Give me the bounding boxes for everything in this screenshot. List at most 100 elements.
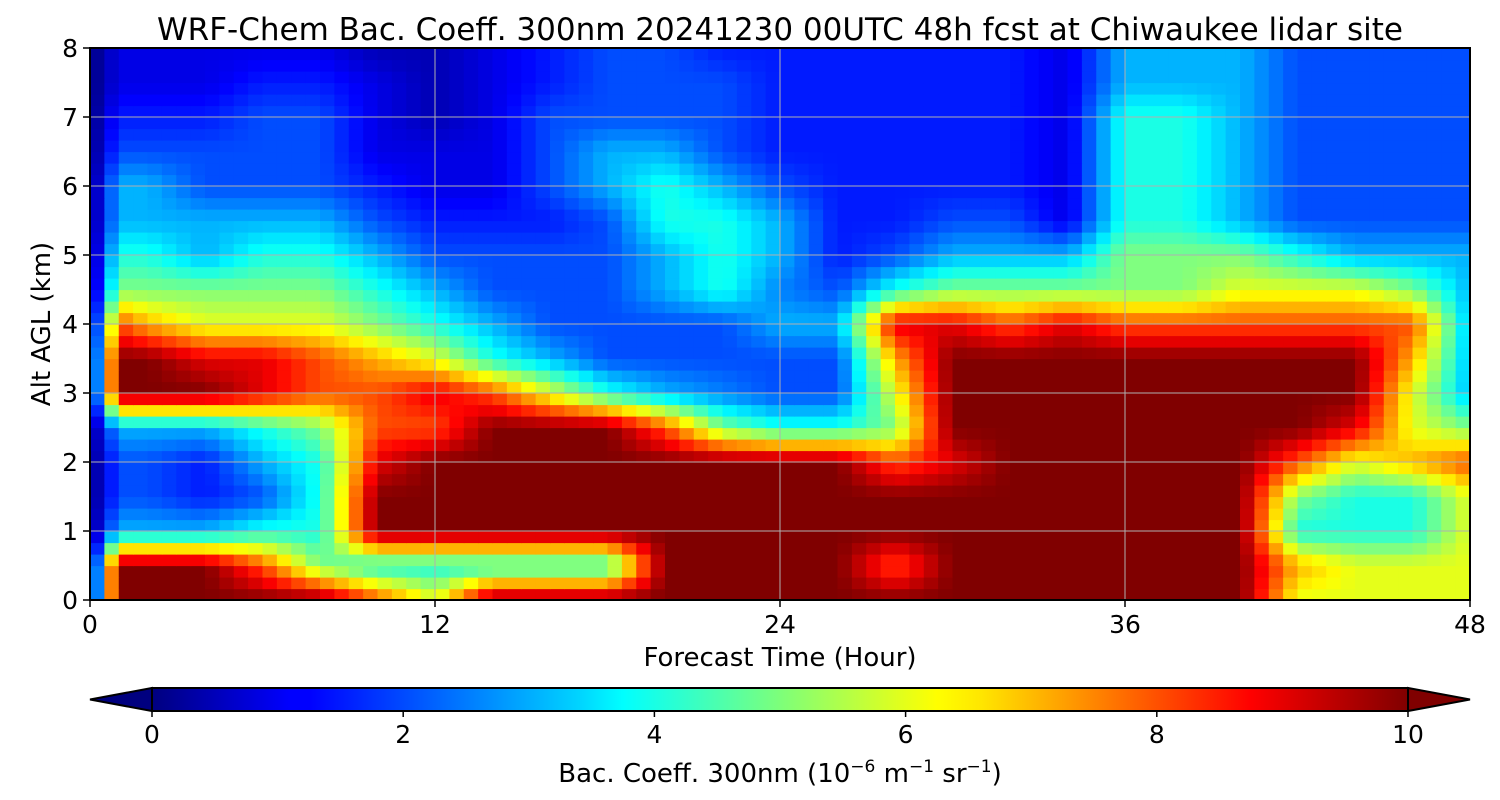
heatmap-cell: [262, 105, 278, 118]
heatmap-cell: [1168, 324, 1184, 337]
heatmap-cell: [1196, 220, 1212, 233]
heatmap-cell: [851, 209, 867, 222]
heatmap-cell: [190, 335, 206, 348]
heatmap-cell: [550, 266, 565, 279]
heatmap-cell: [1139, 577, 1155, 590]
heatmap-cell: [851, 473, 867, 486]
heatmap-cell: [1211, 209, 1227, 222]
heatmap-cell: [1225, 473, 1241, 486]
heatmap-cell: [851, 416, 867, 429]
heatmap-cell: [233, 232, 249, 245]
heatmap-cell: [1441, 381, 1457, 394]
heatmap-cell: [190, 289, 206, 302]
heatmap-cell: [895, 59, 910, 72]
heatmap-cell: [1153, 462, 1169, 475]
heatmap-cell: [161, 266, 177, 279]
heatmap-cell: [923, 232, 939, 245]
heatmap-cell: [1153, 243, 1169, 256]
heatmap-cell: [794, 577, 810, 590]
heatmap-cell: [1038, 232, 1054, 245]
heatmap-cell: [1225, 554, 1241, 567]
heatmap-cell: [880, 209, 896, 222]
heatmap-cell: [1426, 232, 1442, 245]
heatmap-cell: [305, 59, 321, 72]
heatmap-cell: [650, 94, 666, 107]
heatmap-cell: [851, 71, 867, 84]
heatmap-cell: [736, 243, 752, 256]
heatmap-cell: [535, 577, 551, 590]
heatmap-cell: [981, 450, 997, 463]
heatmap-cell: [1369, 588, 1385, 600]
heatmap-cell: [1067, 197, 1083, 210]
heatmap-cell: [1326, 278, 1342, 291]
heatmap-cell: [1311, 335, 1327, 348]
heatmap-cell: [851, 324, 867, 337]
heatmap-cell: [1283, 174, 1299, 187]
y-tick-label: 8: [62, 34, 78, 63]
heatmap-cell: [1038, 105, 1054, 118]
heatmap-cell: [1053, 82, 1069, 95]
heatmap-cell: [104, 439, 120, 452]
heatmap-cell: [736, 416, 752, 429]
heatmap-cell: [1225, 485, 1241, 498]
heatmap-cell: [966, 347, 982, 360]
heatmap-cell: [808, 393, 824, 406]
heatmap-cell: [147, 358, 163, 371]
heatmap-cell: [550, 358, 565, 371]
heatmap-cell: [1067, 186, 1083, 199]
heatmap-cell: [751, 427, 767, 440]
heatmap-cell: [377, 427, 393, 440]
heatmap-cell: [780, 243, 795, 256]
heatmap-cell: [837, 485, 853, 498]
heatmap-cell: [578, 381, 594, 394]
heatmap-cell: [1081, 209, 1097, 222]
heatmap-cell: [1110, 174, 1126, 187]
heatmap-cell: [535, 209, 551, 222]
heatmap-cell: [1412, 151, 1428, 164]
heatmap-cell: [966, 531, 982, 544]
heatmap-cell: [751, 255, 767, 268]
heatmap-cell: [1455, 128, 1470, 141]
heatmap-cell: [578, 117, 594, 130]
heatmap-cell: [435, 243, 450, 256]
heatmap-cell: [578, 266, 594, 279]
heatmap-cell: [1254, 209, 1270, 222]
heatmap-cell: [1297, 370, 1313, 383]
heatmap-cell: [866, 519, 882, 532]
heatmap-cell: [492, 312, 508, 325]
heatmap-cell: [248, 370, 264, 383]
heatmap-cell: [1182, 508, 1198, 521]
heatmap-cell: [1326, 358, 1342, 371]
heatmap-cell: [851, 82, 867, 95]
heatmap-cell: [995, 508, 1011, 521]
heatmap-cell: [1283, 117, 1299, 130]
heatmap-cell: [851, 278, 867, 291]
heatmap-cell: [794, 450, 810, 463]
heatmap-cell: [506, 485, 522, 498]
heatmap-cell: [909, 462, 925, 475]
heatmap-cell: [708, 393, 724, 406]
heatmap-cell: [291, 255, 307, 268]
heatmap-cell: [564, 232, 580, 245]
heatmap-cell: [621, 416, 637, 429]
heatmap-cell: [593, 473, 609, 486]
heatmap-cell: [492, 565, 508, 578]
heatmap-cell: [1081, 289, 1097, 302]
heatmap-cell: [262, 289, 278, 302]
heatmap-cell: [607, 266, 623, 279]
heatmap-cell: [751, 508, 767, 521]
heatmap-cell: [621, 209, 637, 222]
heatmap-cell: [751, 186, 767, 199]
heatmap-cell: [248, 140, 264, 153]
heatmap-cell: [363, 347, 379, 360]
heatmap-cell: [463, 462, 479, 475]
x-tick-label: 24: [764, 610, 796, 639]
heatmap-cell: [1311, 519, 1327, 532]
heatmap-cell: [1053, 174, 1069, 187]
heatmap-cell: [866, 462, 882, 475]
heatmap-cell: [1010, 232, 1025, 245]
heatmap-cell: [377, 381, 393, 394]
heatmap-cell: [1455, 312, 1470, 325]
heatmap-cell: [363, 404, 379, 417]
heatmap-cell: [837, 508, 853, 521]
